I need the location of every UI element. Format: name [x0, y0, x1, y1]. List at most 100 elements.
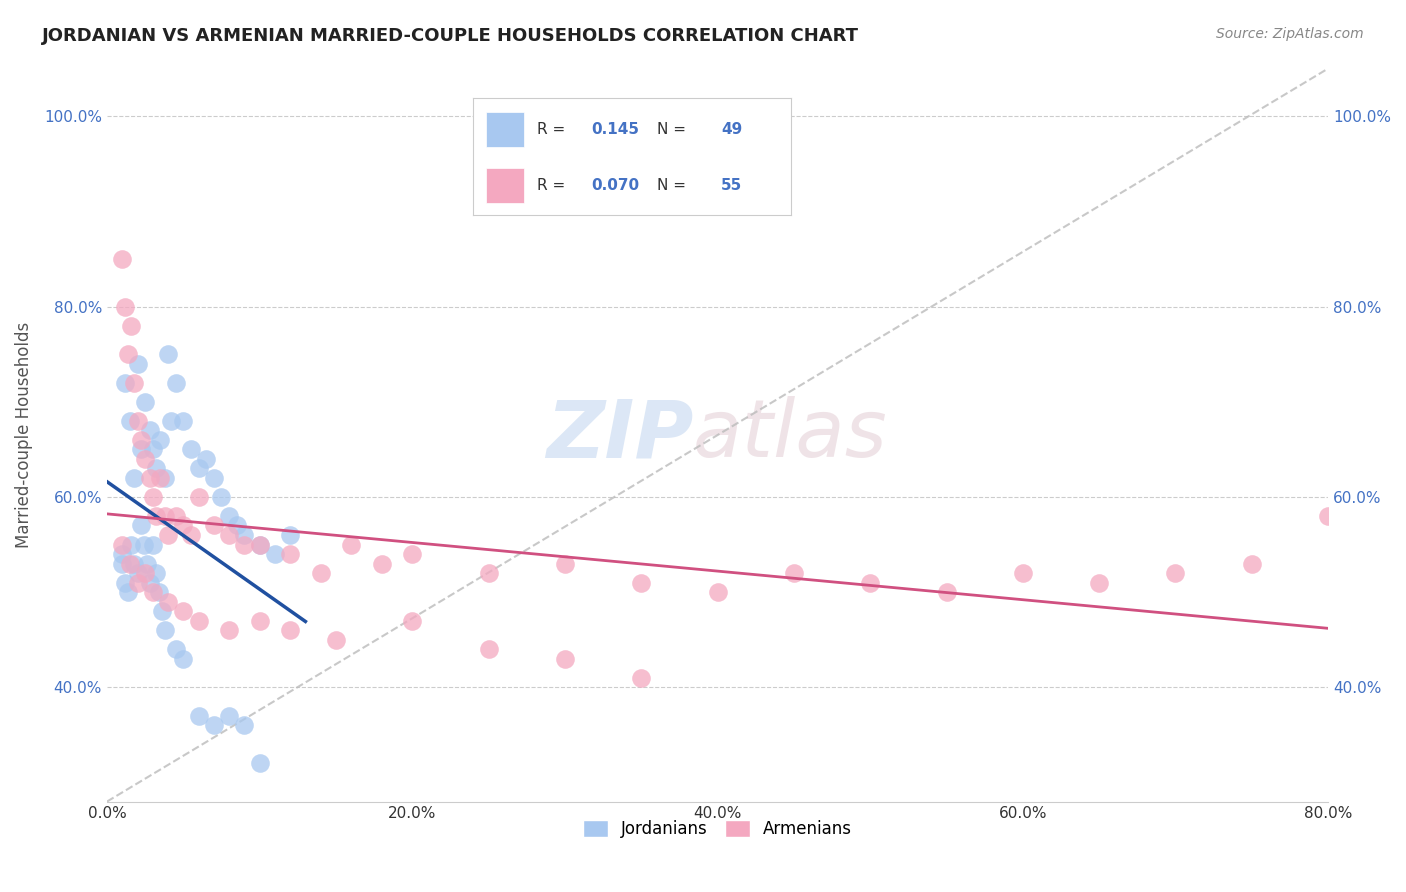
Point: [138, 575, 160, 590]
Point: [249, 537, 271, 551]
Point: [124, 557, 146, 571]
Point: [554, 652, 576, 666]
Point: [157, 594, 180, 608]
Point: [554, 557, 576, 571]
Point: [225, 518, 247, 533]
Point: [935, 585, 957, 599]
Point: [145, 508, 167, 523]
Point: [187, 461, 209, 475]
Point: [218, 624, 240, 638]
Point: [278, 624, 301, 638]
Point: [149, 471, 172, 485]
Point: [142, 585, 165, 599]
Point: [195, 451, 218, 466]
Point: [118, 557, 141, 571]
Text: ZIP: ZIP: [546, 396, 693, 474]
Point: [165, 376, 187, 390]
Point: [478, 566, 501, 580]
Point: [117, 347, 139, 361]
Point: [218, 528, 240, 542]
Point: [153, 471, 176, 485]
Point: [150, 604, 173, 618]
Point: [783, 566, 806, 580]
Point: [153, 508, 176, 523]
Point: [114, 376, 136, 390]
Point: [111, 252, 134, 266]
Point: [340, 537, 363, 551]
Point: [325, 632, 347, 647]
Point: [401, 547, 423, 561]
Point: [120, 318, 142, 333]
Point: [127, 414, 149, 428]
Point: [401, 614, 423, 628]
Point: [1088, 575, 1111, 590]
Point: [127, 575, 149, 590]
Point: [124, 471, 146, 485]
Point: [478, 642, 501, 657]
Text: Source: ZipAtlas.com: Source: ZipAtlas.com: [1216, 27, 1364, 41]
Point: [117, 585, 139, 599]
Point: [127, 357, 149, 371]
Point: [630, 671, 652, 685]
Point: [1011, 566, 1033, 580]
Point: [1164, 566, 1187, 580]
Point: [172, 518, 194, 533]
Point: [309, 566, 332, 580]
Point: [1317, 508, 1340, 523]
Point: [233, 718, 256, 732]
Point: [120, 537, 142, 551]
Point: [264, 547, 287, 561]
Point: [180, 442, 202, 457]
Point: [149, 433, 172, 447]
Point: [249, 756, 271, 771]
Point: [153, 624, 176, 638]
Point: [249, 614, 271, 628]
Text: atlas: atlas: [693, 396, 887, 474]
Point: [134, 566, 156, 580]
Point: [165, 508, 187, 523]
Point: [202, 518, 225, 533]
Point: [172, 652, 194, 666]
Point: [172, 414, 194, 428]
Point: [127, 566, 149, 580]
Point: [211, 490, 233, 504]
Point: [138, 423, 160, 437]
Point: [859, 575, 882, 590]
Point: [165, 642, 187, 657]
Point: [142, 490, 165, 504]
Point: [148, 585, 170, 599]
Point: [114, 575, 136, 590]
Point: [172, 604, 194, 618]
Text: JORDANIAN VS ARMENIAN MARRIED-COUPLE HOUSEHOLDS CORRELATION CHART: JORDANIAN VS ARMENIAN MARRIED-COUPLE HOU…: [42, 27, 859, 45]
Point: [111, 537, 134, 551]
Point: [157, 347, 180, 361]
Point: [233, 537, 256, 551]
Point: [1240, 557, 1263, 571]
Point: [202, 471, 225, 485]
Point: [145, 461, 167, 475]
Legend: Jordanians, Armenians: Jordanians, Armenians: [576, 813, 859, 845]
Point: [706, 585, 728, 599]
Point: [134, 394, 156, 409]
Point: [202, 718, 225, 732]
Point: [187, 709, 209, 723]
Point: [180, 528, 202, 542]
Point: [157, 528, 180, 542]
Point: [129, 442, 152, 457]
Point: [187, 490, 209, 504]
Point: [249, 537, 271, 551]
Point: [371, 557, 394, 571]
Point: [129, 433, 152, 447]
Point: [233, 528, 256, 542]
Point: [135, 557, 157, 571]
Point: [111, 557, 134, 571]
Point: [129, 518, 152, 533]
Point: [630, 575, 652, 590]
Point: [145, 566, 167, 580]
Point: [134, 451, 156, 466]
Point: [187, 614, 209, 628]
Point: [278, 528, 301, 542]
Point: [160, 414, 183, 428]
Point: [118, 414, 141, 428]
Point: [138, 471, 160, 485]
